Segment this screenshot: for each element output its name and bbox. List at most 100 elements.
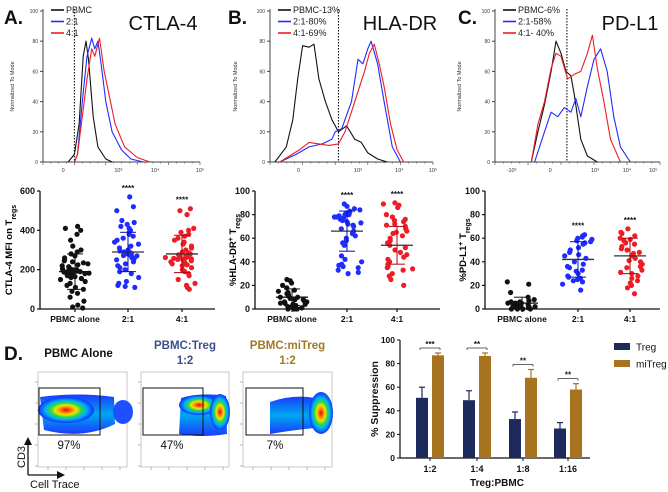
data-point [68, 274, 74, 281]
y-tick-label: 0 [262, 160, 265, 166]
data-point [75, 302, 81, 308]
data-point [392, 221, 398, 227]
y-tick-label: 60 [32, 69, 38, 75]
y-tick-label: 60 [259, 69, 265, 75]
significance-stars: ** [474, 340, 481, 349]
bar-treg [509, 419, 521, 458]
data-point [580, 261, 586, 267]
data-point [127, 194, 133, 200]
data-point [188, 258, 194, 264]
data-point [566, 265, 573, 271]
data-point [639, 267, 645, 273]
y-tick-label: 20 [240, 280, 250, 290]
y-tick-label: 0 [35, 160, 38, 166]
data-point [136, 274, 142, 281]
x-tick-label: 4:1 [624, 314, 637, 324]
x-tick-label: 10⁵ [649, 167, 657, 174]
y-tick-label: 100 [30, 9, 39, 15]
legend-swatch [614, 360, 630, 367]
data-point [571, 259, 578, 265]
x-tick-label: PBMC alone [50, 314, 100, 324]
data-point [184, 262, 190, 268]
y-tick-label: 60 [240, 233, 250, 243]
data-point [68, 237, 74, 243]
data-point [340, 263, 346, 270]
data-point [75, 262, 81, 268]
data-point [400, 267, 406, 273]
y-tick-label: 20 [470, 280, 480, 290]
legend-label: 4:1-69% [293, 28, 327, 38]
histogram-title: HLA-DR [363, 13, 437, 35]
data-point [345, 221, 351, 227]
data-point [392, 200, 398, 206]
x-tick-label: PBMC alone [267, 314, 317, 324]
histC-histogram: 0 20 40 60 80 100 -10³ 0 10³ 10⁴ 10⁵ Normalized To … [457, 5, 661, 174]
y-tick-label: 80 [240, 210, 250, 220]
data-point [567, 249, 573, 255]
data-point [392, 247, 398, 253]
data-point [617, 235, 623, 241]
x-tick-label: 10⁴ [395, 167, 404, 174]
data-point [404, 228, 410, 234]
label-part: T [228, 229, 239, 238]
x-tick-label: 10⁴ [151, 167, 160, 174]
density-region [270, 396, 315, 434]
label-part: CTLA-4 MFI on T [4, 219, 15, 295]
data-point [390, 230, 396, 237]
data-point [632, 255, 638, 261]
data-point [331, 214, 337, 220]
data-point [120, 252, 127, 259]
data-point [380, 201, 386, 207]
x-tick-label: 2:1 [122, 314, 135, 324]
y-tick-label: 40 [484, 100, 490, 106]
gate-percentage: 7% [267, 440, 284, 452]
data-point [631, 241, 638, 247]
data-point [579, 279, 586, 285]
data-point [118, 223, 124, 229]
data-point [135, 241, 142, 247]
data-point [635, 273, 641, 279]
data-point [117, 269, 123, 275]
significance-stars: **** [341, 191, 354, 200]
flow-x-label: Cell Trace [30, 479, 80, 491]
data-point [624, 265, 630, 271]
data-point [169, 261, 175, 267]
data-point [401, 219, 407, 225]
y-tick-label: 40 [259, 100, 265, 106]
data-point [344, 203, 350, 209]
arrow-head-icon [57, 471, 65, 479]
data-point [578, 287, 584, 293]
gate-box [142, 387, 204, 436]
data-point [618, 246, 625, 252]
data-point [402, 245, 408, 251]
significance-stars: ** [520, 357, 527, 366]
label-part: + [228, 237, 235, 241]
label-part: %HLA-DR [228, 241, 239, 286]
data-point [636, 249, 642, 255]
histogram-curve-2to1 [534, 48, 631, 163]
data-point [132, 284, 138, 290]
scatterB-dotplot: 0 20 40 60 80 100 %HLA-DR+ Tregs PBMC alone 2:1 *… [228, 186, 440, 324]
data-point [120, 235, 126, 241]
data-point [162, 254, 168, 261]
legend-label: PBMC [66, 5, 93, 15]
y-tick-label: 400 [20, 225, 35, 235]
data-point [351, 223, 357, 229]
gate-box [38, 387, 101, 436]
y-tick-label: 80 [484, 39, 490, 45]
bar-mitreg [479, 355, 491, 458]
data-point [629, 275, 635, 281]
data-point [351, 206, 357, 212]
data-point [397, 249, 403, 255]
data-point [410, 266, 416, 272]
data-point [401, 254, 407, 260]
legend-label: 4:1- 40% [518, 28, 554, 38]
x-tick-label: PBMC alone [497, 314, 547, 324]
data-point [335, 267, 341, 273]
y-tick-label: 200 [20, 265, 35, 275]
data-point [526, 281, 532, 287]
legend-label: miTreg [636, 360, 667, 371]
data-point [508, 306, 514, 312]
flow-plot-title: PBMC Alone [44, 348, 113, 360]
